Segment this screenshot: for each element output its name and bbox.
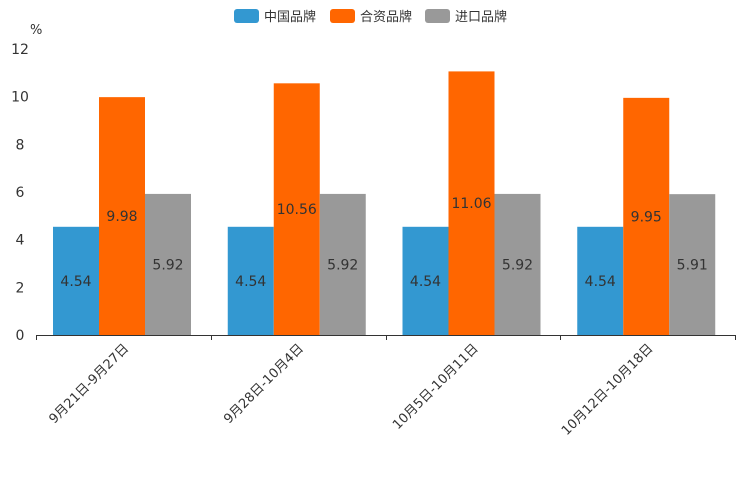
bars	[53, 71, 716, 336]
data-label-4-1: 4.54	[585, 274, 616, 290]
data-label-2-3: 5.92	[327, 257, 358, 273]
legend-swatch-3	[425, 9, 450, 23]
x-category-label-4: 10月12日-10月18日	[559, 341, 656, 438]
bar-3-1	[402, 226, 449, 335]
bar-1-2	[99, 97, 145, 335]
legend-label-1: 中国品牌	[264, 9, 316, 25]
y-tick-label: 12	[11, 42, 29, 58]
bar-4-3	[669, 194, 716, 335]
bar-1-3	[145, 193, 191, 335]
data-label-4-2: 9.95	[631, 209, 662, 225]
legend-swatch-1	[234, 9, 259, 23]
x-axis: 9月21日-9月27日 9月28日-10月4日 10月5日-10月11日 10月12日…	[36, 335, 736, 439]
bar-1-1	[53, 226, 99, 335]
data-label-4-3: 5.91	[677, 258, 708, 274]
data-label-2-1: 4.54	[235, 274, 266, 290]
bar-3-3	[494, 193, 541, 335]
bar-2-3	[319, 193, 366, 335]
bar-2-1	[227, 226, 274, 335]
y-tick-label: 8	[16, 137, 25, 153]
y-tick-label: 4	[16, 233, 25, 249]
y-tick-label: 2	[16, 280, 25, 296]
y-tick-label: 6	[16, 185, 25, 201]
data-labels: 4.54 9.98 5.92 4.54 10.56 5.92 4.54 11.06 5.92 4.…	[60, 196, 707, 290]
data-label-3-2: 11.06	[451, 196, 491, 212]
legend-label-2: 合资品牌	[360, 9, 412, 25]
x-category-label-2: 9月28日-10月4日	[221, 341, 307, 427]
y-axis-unit-label: %	[30, 23, 42, 38]
legend-label-3: 进口品牌	[455, 9, 507, 25]
bar-4-2	[623, 97, 670, 335]
legend-swatch-2	[330, 9, 355, 23]
bar-4-1	[577, 226, 624, 335]
y-tick-label: 10	[11, 90, 29, 106]
legend: 中国品牌 合资品牌 进口品牌	[234, 9, 507, 25]
x-category-label-3: 10月5日-10月11日	[390, 341, 482, 433]
x-category-label-1: 9月21日-9月27日	[46, 341, 132, 427]
data-label-1-2: 9.98	[106, 209, 137, 225]
y-axis: 0 2 4 6 8 10 12	[11, 42, 29, 344]
bar-3-2	[448, 71, 495, 336]
bar-2-2	[273, 83, 320, 335]
data-label-1-3: 5.92	[152, 257, 183, 273]
y-tick-label: 0	[16, 328, 25, 344]
data-label-3-3: 5.92	[502, 257, 533, 273]
data-label-2-2: 10.56	[277, 202, 317, 218]
data-label-1-1: 4.54	[60, 274, 91, 290]
data-label-3-1: 4.54	[410, 274, 441, 290]
